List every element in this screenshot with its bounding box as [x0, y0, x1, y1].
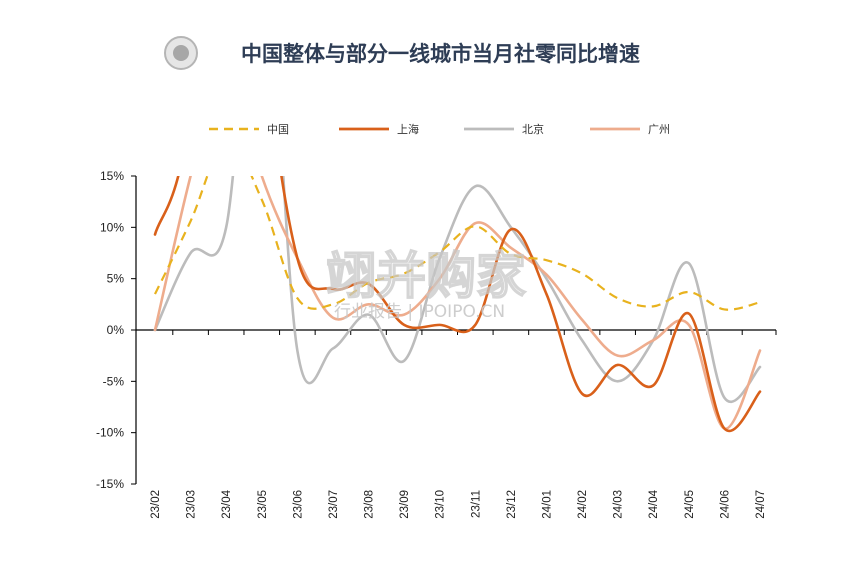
x-tick-label: 24/03	[613, 490, 625, 519]
x-tick-label: 23/05	[257, 490, 269, 519]
x-tick-label: 24/07	[755, 490, 767, 519]
y-tick-label: 0%	[107, 323, 125, 337]
legend-label-china: 中国	[267, 123, 289, 136]
watermark-main-text: 翊并购家	[326, 247, 526, 305]
x-tick-label: 23/07	[328, 490, 340, 519]
x-tick-label: 23/02	[150, 490, 162, 519]
x-tick-label: 24/04	[648, 489, 660, 518]
x-tick-label: 23/10	[435, 490, 447, 519]
x-tick-label: 24/06	[719, 490, 731, 519]
title-badge-icon	[164, 36, 198, 70]
y-tick-label: 15%	[100, 169, 124, 183]
x-tick-label: 24/02	[577, 490, 589, 519]
series-line-china	[154, 176, 761, 311]
y-tick-label: -5%	[103, 374, 125, 388]
y-tick-label: -10%	[96, 426, 124, 440]
y-tick-label: -15%	[96, 477, 124, 491]
x-tick-label: 24/01	[541, 490, 553, 519]
x-tick-label: 23/08	[364, 490, 376, 519]
x-tick-label: 24/05	[684, 490, 696, 519]
y-tick-label: 5%	[107, 272, 125, 286]
series-line-shanghai	[153, 176, 762, 433]
x-tick-label: 23/09	[399, 490, 411, 519]
x-tick-label: 23/12	[506, 490, 518, 519]
chart-title: 中国整体与部分一线城市当月社零同比增速	[241, 42, 640, 66]
series-layer	[153, 176, 762, 433]
x-tick-label: 23/04	[221, 489, 233, 518]
x-tick-label: 23/03	[186, 490, 198, 519]
watermark-logo: 翊并购家 行业报告 | IPOIPO.CN	[325, 246, 527, 322]
x-tick-label: 23/11	[470, 490, 482, 518]
series-line-guangzhou	[153, 176, 762, 430]
legend-label-beijing: 北京	[522, 122, 544, 136]
x-tick-label: 23/06	[292, 490, 304, 519]
y-tick-label: 10%	[100, 220, 124, 234]
legend-label-guangzhou: 广州	[648, 123, 670, 136]
y-axis-ticks: -15% -10% -5% 0% 5% 10% 15%	[96, 169, 136, 491]
x-axis-ticks: 23/02 23/03 23/04 23/05 23/06 23/07 23/08 23/09…	[150, 330, 777, 519]
series-line-beijing	[153, 176, 762, 403]
watermark-sub-text: 行业报告 | IPOIPO.CN	[334, 302, 505, 322]
legend-label-shanghai: 上海	[397, 122, 419, 136]
legend: 中国 上海 北京 广州	[209, 122, 670, 136]
